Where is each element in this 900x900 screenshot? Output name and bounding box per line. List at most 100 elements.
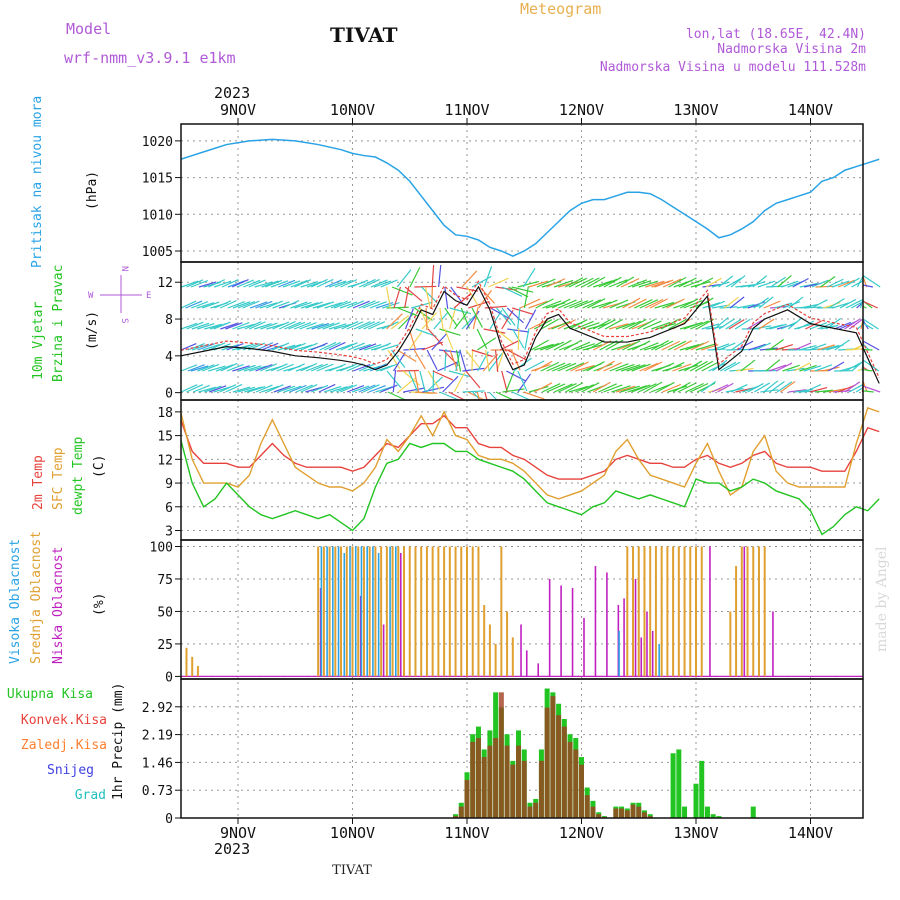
wind-barb [757, 280, 776, 288]
wind-barb [620, 278, 640, 288]
wind-barb [615, 322, 636, 330]
precip-convective-bar [630, 804, 636, 818]
wind-barb [471, 349, 493, 358]
wind-barb [340, 384, 358, 393]
wind-barb [598, 383, 617, 393]
wind-barb [628, 318, 647, 330]
y-tick-label: 0 [165, 387, 173, 402]
wind-barb [254, 322, 272, 330]
wind-barb [358, 363, 376, 372]
wind-barb [249, 301, 268, 309]
year-bottom: 2023 [214, 840, 250, 858]
precip-convective-bar [487, 745, 493, 818]
wind-barb [817, 344, 835, 351]
wind-barb [208, 279, 226, 288]
x-tick-label-top: 9NOV [220, 101, 256, 119]
wind-barb [575, 277, 594, 288]
wind-barb [180, 364, 198, 372]
wind-barb [828, 361, 845, 372]
wind-barb [862, 318, 879, 330]
wind-barb [483, 266, 493, 288]
wind-barb [862, 385, 881, 393]
wind-barb [855, 387, 864, 393]
wind-barb [668, 276, 687, 288]
wind-barb [717, 382, 734, 393]
wind-barb [255, 363, 273, 372]
wind-barb [726, 348, 745, 351]
wind-barb [373, 342, 392, 351]
year-top: 2023 [214, 84, 250, 102]
plot-layer: 1005 1010 1015 1020 0 4 8 12 3 6 9 12 15 18 0 25 50 75 100… [142, 101, 881, 842]
wind-barb [244, 321, 262, 330]
wind-barb [564, 277, 584, 288]
wind-barb [814, 364, 833, 372]
wind-barb [236, 343, 255, 351]
wind-barb [293, 322, 312, 330]
wind-barb [295, 384, 313, 393]
wind-barb [339, 301, 358, 309]
wind-barb [568, 277, 588, 288]
wind-barb [620, 385, 640, 393]
wind-barb [851, 360, 864, 372]
wind-barb [259, 302, 278, 309]
wind-barb [426, 376, 443, 393]
precip-total-bar [699, 760, 705, 818]
wind-barb [362, 384, 380, 393]
wind-barb [499, 339, 521, 351]
wind-barb [404, 308, 414, 330]
wind-barb [476, 391, 480, 401]
x-tick-label-top: 11NOV [444, 101, 489, 119]
wind-barb [419, 370, 426, 393]
wind-barb [288, 363, 306, 372]
wind-barb [571, 341, 591, 351]
wind-barb [565, 362, 585, 372]
wind-barb [346, 384, 365, 393]
wind-barb [397, 307, 419, 317]
wind-barb [409, 267, 421, 288]
wind-barb [260, 322, 278, 330]
precip-convective-bar [504, 745, 510, 818]
wind-barb [237, 300, 256, 309]
wind-barb [862, 340, 880, 351]
wind-barb [815, 285, 834, 288]
wind-barb [221, 279, 239, 288]
wind-barb [862, 390, 874, 393]
wind-compass: W E N S [88, 266, 151, 323]
wind-barb [350, 279, 369, 288]
wind-barb [828, 298, 845, 309]
wind-barb [236, 279, 254, 288]
y-tick-label: 75 [157, 573, 173, 588]
wind-barb [431, 333, 447, 351]
wind-barb [736, 303, 755, 309]
wind-barb [844, 381, 861, 393]
wind-barb [278, 320, 296, 330]
wind-barb [782, 301, 801, 309]
wind-barb [615, 363, 635, 372]
wind-barb [220, 322, 238, 330]
wind-barb [373, 280, 392, 288]
wind-barb [501, 286, 523, 297]
wind-barb [439, 328, 461, 336]
wind-barb [541, 383, 561, 393]
wind-barb [256, 342, 274, 351]
wind-barb [553, 279, 574, 288]
wind-barb [186, 321, 204, 330]
wind-barb [204, 323, 222, 330]
wind-barb [534, 360, 553, 372]
wind-barb [604, 318, 623, 330]
wind-barb [272, 321, 290, 330]
wind-barb [517, 307, 521, 330]
wind-barb [631, 363, 651, 372]
wind-barb [471, 348, 474, 372]
wind-barb [191, 322, 210, 330]
wind-barb [574, 320, 594, 330]
wind-barb [719, 306, 738, 309]
wind-barb [712, 359, 728, 372]
wind-barb [656, 381, 675, 393]
wind-barb [305, 363, 323, 372]
wind-barb [414, 285, 437, 288]
x-tick-label-bottom: 9NOV [220, 824, 256, 842]
precip-convective-bar [470, 741, 476, 818]
footer-station: TIVAT [332, 863, 372, 878]
wind-barb [634, 299, 653, 309]
